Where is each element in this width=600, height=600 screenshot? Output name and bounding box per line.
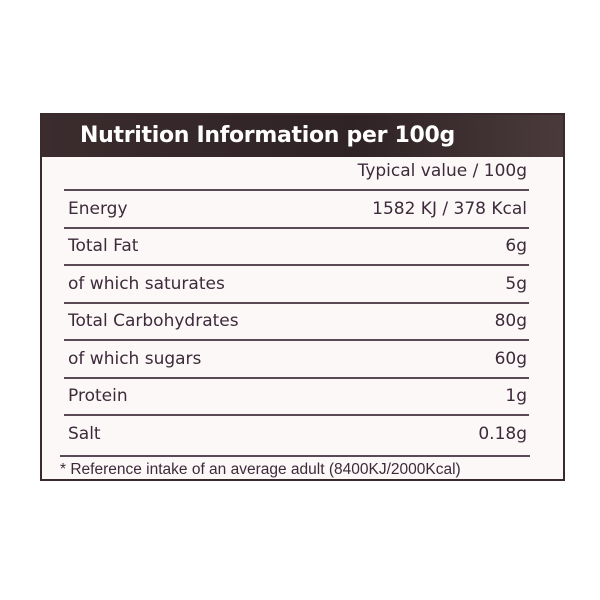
- nutrient-value: 6g: [505, 236, 527, 257]
- nutrition-table: Energy 1582 KJ / 378 Kcal Total Fat 6g of …: [64, 189, 529, 452]
- nutrient-name: Total Carbohydrates: [68, 311, 239, 332]
- nutrient-value: 60g: [494, 348, 527, 369]
- nutrient-name: Total Fat: [68, 236, 139, 257]
- nutrient-name: Protein: [68, 386, 128, 407]
- column-header: Typical value / 100g: [357, 161, 527, 181]
- table-row: of which sugars 60g: [64, 339, 529, 377]
- label-title: Nutrition Information per 100g: [42, 115, 563, 157]
- nutrient-value: 1g: [505, 386, 527, 407]
- nutrient-value: 5g: [505, 273, 527, 294]
- nutrient-name: Energy: [68, 198, 128, 219]
- nutrient-value: 80g: [494, 311, 527, 332]
- table-row: Energy 1582 KJ / 378 Kcal: [64, 189, 529, 227]
- table-row: Protein 1g: [64, 376, 529, 415]
- nutrient-name: of which sugars: [68, 348, 202, 369]
- table-row: Total Fat 6g: [64, 226, 529, 265]
- nutrient-value: 1582 KJ / 378 Kcal: [372, 198, 527, 219]
- nutrient-value: 0.18g: [478, 423, 527, 444]
- nutrient-name: of which saturates: [68, 273, 225, 294]
- nutrient-name: Salt: [68, 423, 101, 444]
- table-row: Total Carbohydrates 80g: [64, 301, 529, 340]
- table-row: of which saturates 5g: [64, 264, 529, 302]
- nutrition-label: Nutrition Information per 100g Typical v…: [40, 113, 565, 481]
- footnote: * Reference intake of an average adult (…: [60, 455, 530, 479]
- table-row: Salt 0.18g: [64, 414, 529, 452]
